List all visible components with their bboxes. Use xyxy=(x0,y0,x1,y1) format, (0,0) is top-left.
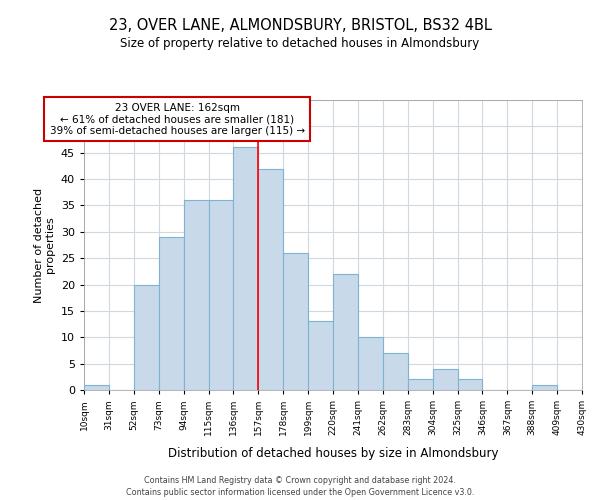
Y-axis label: Number of detached
properties: Number of detached properties xyxy=(34,188,55,302)
Bar xyxy=(333,274,358,390)
Bar xyxy=(383,353,408,390)
Text: Size of property relative to detached houses in Almondsbury: Size of property relative to detached ho… xyxy=(121,38,479,51)
Bar xyxy=(532,384,557,390)
Bar xyxy=(433,369,458,390)
Bar xyxy=(408,380,433,390)
Bar xyxy=(209,200,233,390)
Bar xyxy=(134,284,159,390)
X-axis label: Distribution of detached houses by size in Almondsbury: Distribution of detached houses by size … xyxy=(168,446,498,460)
Bar xyxy=(184,200,209,390)
Bar xyxy=(283,253,308,390)
Bar xyxy=(159,237,184,390)
Bar xyxy=(308,322,333,390)
Text: 23 OVER LANE: 162sqm
← 61% of detached houses are smaller (181)
39% of semi-deta: 23 OVER LANE: 162sqm ← 61% of detached h… xyxy=(50,102,305,136)
Bar xyxy=(358,338,383,390)
Text: Contains HM Land Registry data © Crown copyright and database right 2024.: Contains HM Land Registry data © Crown c… xyxy=(144,476,456,485)
Bar xyxy=(84,384,109,390)
Text: Contains public sector information licensed under the Open Government Licence v3: Contains public sector information licen… xyxy=(126,488,474,497)
Bar xyxy=(233,148,259,390)
Bar xyxy=(458,380,482,390)
Text: 23, OVER LANE, ALMONDSBURY, BRISTOL, BS32 4BL: 23, OVER LANE, ALMONDSBURY, BRISTOL, BS3… xyxy=(109,18,491,32)
Bar xyxy=(259,168,283,390)
